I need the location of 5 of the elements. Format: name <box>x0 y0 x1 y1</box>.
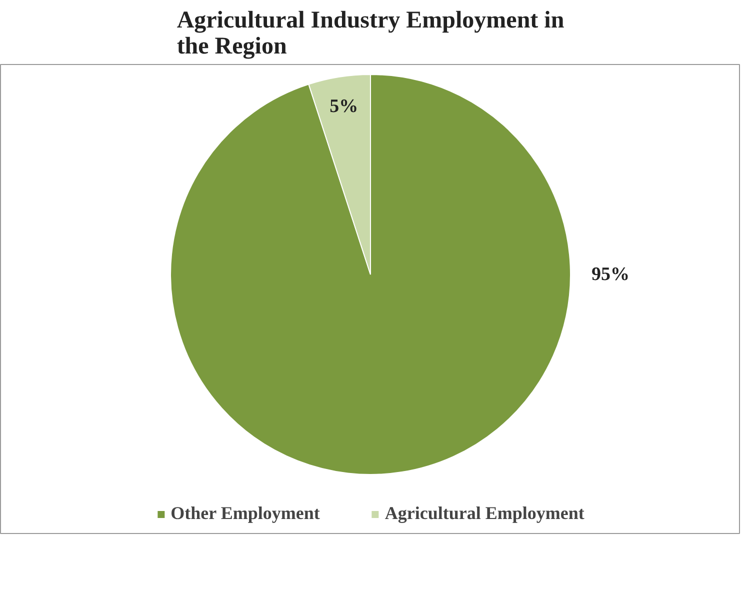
chart-title: Agricultural Industry Employment in the Region <box>176 8 564 60</box>
legend-label: Agricultural Employment <box>384 503 584 524</box>
legend-label: Other Employment <box>170 503 320 524</box>
data-label: 95% <box>592 264 630 285</box>
data-label: 5% <box>330 96 358 118</box>
